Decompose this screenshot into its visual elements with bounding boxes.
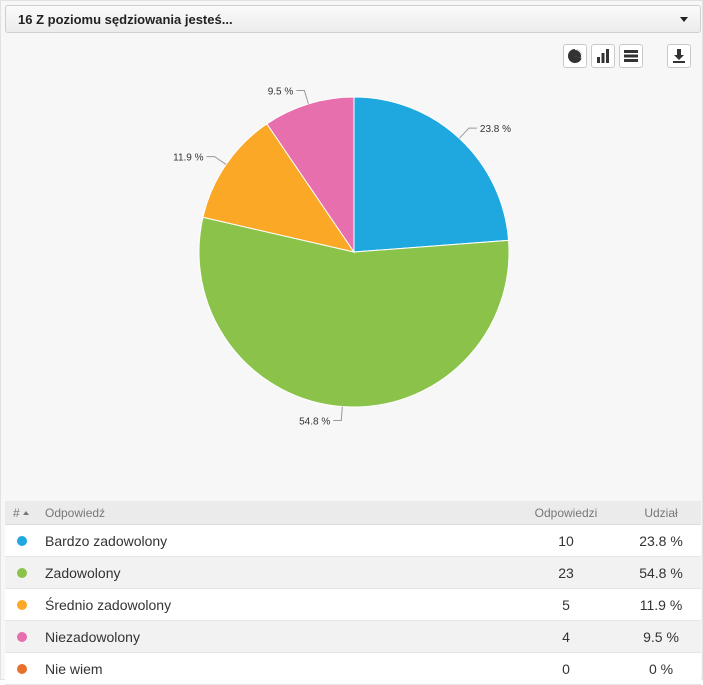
answer-label: Nie wiem (45, 660, 103, 677)
legend-dot-icon (17, 599, 27, 610)
pie-slice[interactable] (353, 96, 510, 253)
pie-chart-area: 23.8 % 54.8 % 11.9 % 9.5 % (1, 41, 703, 501)
table-header: # Odpowiedź Odpowiedzi Udział (5, 501, 701, 525)
pie-label-connector (459, 127, 477, 139)
caret-down-icon (680, 16, 688, 22)
sort-asc-icon (22, 510, 29, 515)
bar-chart-button[interactable] (591, 44, 615, 68)
legend-dot-icon (17, 663, 27, 674)
table-row: Nie wiem 0 0 % (5, 653, 701, 685)
legend-dot-icon (17, 631, 27, 642)
column-header-share[interactable]: Udział (644, 505, 678, 520)
table-row: Zadowolony 23 54.8 % (5, 557, 701, 589)
table-icon (624, 50, 638, 62)
bar-chart-icon (597, 49, 609, 63)
column-header-num[interactable]: # (5, 506, 41, 520)
answer-count: 5 (562, 596, 570, 613)
pie-label-connector (296, 89, 309, 104)
question-title: 16 Z poziomu sędziowania jesteś... (18, 11, 233, 27)
table-row: Niezadowolony 4 9.5 % (5, 621, 701, 653)
pie-chart-button[interactable] (563, 44, 587, 68)
legend-dot-icon (17, 567, 27, 578)
pie-data-label: 23.8 % (480, 124, 511, 135)
answer-count: 0 (562, 660, 570, 677)
table-row: Średnio zadowolony 5 11.9 % (5, 589, 701, 621)
answer-share: 0 % (648, 660, 674, 677)
pie-data-label: 54.8 % (299, 417, 330, 428)
pie-data-label: 11.9 % (173, 153, 203, 164)
answer-share: 54.8 % (639, 564, 683, 581)
download-icon (673, 49, 685, 63)
column-header-answer[interactable]: Odpowiedź (45, 505, 106, 520)
results-table: # Odpowiedź Odpowiedzi Udział Bardzo zad… (5, 501, 701, 685)
pie-label-connector (333, 406, 343, 422)
download-button[interactable] (667, 44, 691, 68)
answer-label: Zadowolony (45, 564, 121, 581)
chart-type-toolbar (563, 44, 643, 68)
pie-chart: 23.8 % 54.8 % 11.9 % 9.5 % (173, 86, 511, 428)
answer-label: Średnio zadowolony (45, 596, 172, 613)
answer-count: 23 (558, 564, 574, 581)
column-header-count[interactable]: Odpowiedzi (534, 505, 598, 520)
table-view-button[interactable] (619, 44, 643, 68)
answer-label: Bardzo zadowolony (45, 532, 168, 549)
answer-count: 4 (562, 628, 570, 645)
pie-slice[interactable] (266, 96, 355, 254)
pie-slice[interactable] (198, 216, 510, 408)
pie-data-label: 9.5 % (268, 86, 294, 97)
question-dropdown[interactable]: 16 Z poziomu sędziowania jesteś... (5, 5, 701, 33)
answer-count: 10 (558, 532, 574, 549)
legend-dot-icon (17, 535, 27, 546)
answer-share: 11.9 % (639, 596, 683, 613)
answer-share: 9.5 % (643, 628, 679, 645)
pie-chart-icon (568, 49, 582, 63)
answer-share: 23.8 % (639, 532, 683, 549)
answer-label: Niezadowolony (45, 628, 140, 645)
table-row: Bardzo zadowolony 10 23.8 % (5, 525, 701, 557)
pie-label-connector (206, 156, 227, 165)
